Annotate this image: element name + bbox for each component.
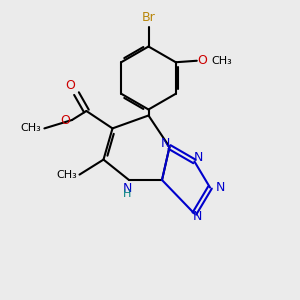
Text: O: O: [60, 113, 70, 127]
Text: N: N: [193, 210, 202, 223]
Text: O: O: [197, 54, 207, 67]
Text: CH₃: CH₃: [211, 56, 232, 66]
Text: N: N: [161, 137, 171, 150]
Text: N: N: [215, 181, 225, 194]
Text: N: N: [193, 151, 203, 164]
Text: CH₃: CH₃: [56, 169, 77, 180]
Text: Br: Br: [142, 11, 155, 24]
Text: H: H: [123, 189, 132, 199]
Text: O: O: [65, 79, 75, 92]
Text: N: N: [123, 182, 132, 195]
Text: CH₃: CH₃: [21, 123, 41, 134]
